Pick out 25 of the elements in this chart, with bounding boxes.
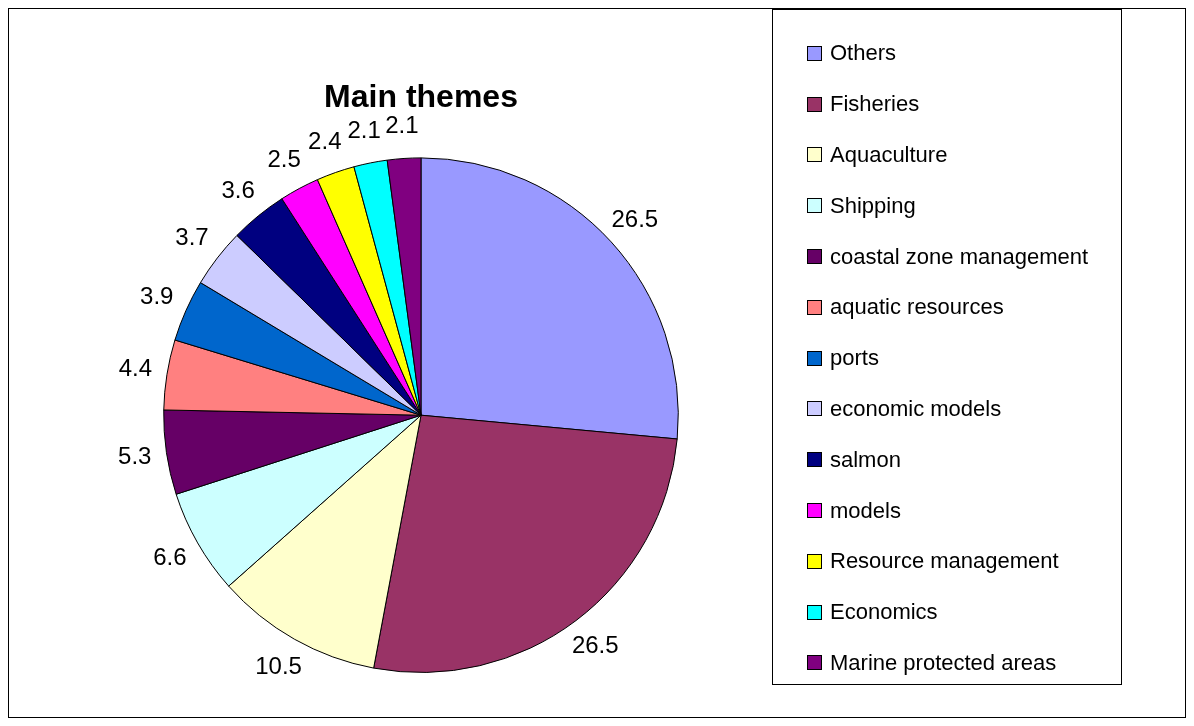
legend-label: Resource management — [830, 548, 1059, 575]
data-label: 3.9 — [140, 282, 174, 310]
legend-label: salmon — [830, 446, 901, 473]
data-label: 2.1 — [347, 116, 381, 144]
data-label: 5.3 — [118, 441, 152, 469]
legend-label: models — [830, 497, 901, 524]
legend-label: Others — [830, 40, 897, 67]
data-label: 2.5 — [267, 144, 301, 172]
legend-label: Economics — [830, 599, 938, 626]
legend-label: Aquaculture — [830, 141, 948, 168]
data-label: 4.4 — [118, 354, 153, 382]
data-label: 10.5 — [255, 651, 302, 679]
data-label: 26.5 — [611, 204, 659, 232]
data-label: 26.5 — [571, 630, 619, 658]
data-label: 3.6 — [221, 175, 255, 203]
legend-label: ports — [830, 345, 879, 372]
legend-label: Fisheries — [830, 91, 920, 118]
legend-label: Shipping — [830, 192, 916, 219]
legend-label: coastal zone management — [830, 243, 1089, 270]
legend-label: economic models — [830, 395, 1002, 422]
data-label: 6.6 — [153, 543, 187, 571]
data-label: 2.4 — [308, 126, 342, 154]
data-label: 3.7 — [175, 223, 209, 251]
legend-label: aquatic resources — [830, 294, 1004, 321]
legend-label: Marine protected areas — [830, 649, 1057, 676]
